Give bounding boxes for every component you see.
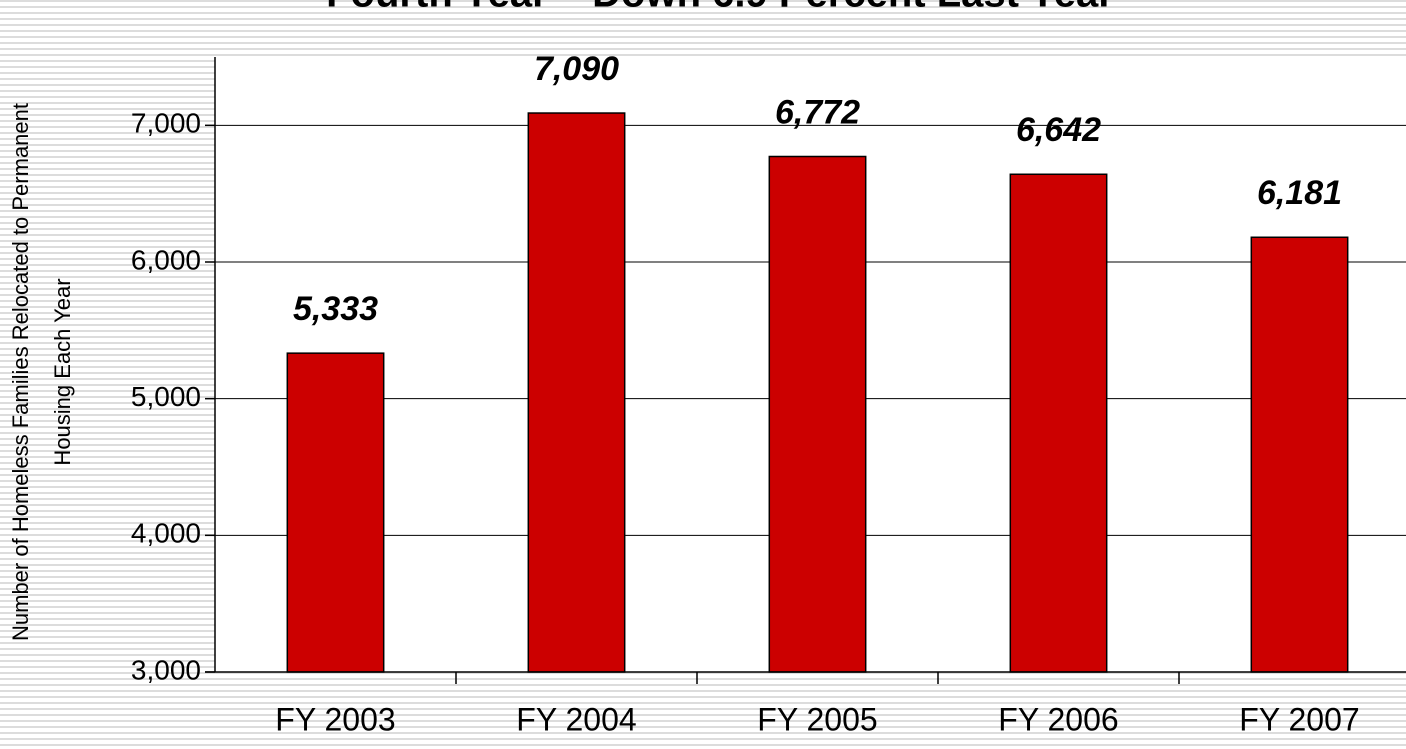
bar (768, 155, 867, 673)
y-tick-label: 3,000 (131, 654, 201, 685)
x-tick-label: FY 2003 (275, 701, 395, 737)
data-label: 6,772 (775, 93, 860, 131)
x-tick-label: FY 2006 (998, 701, 1118, 737)
y-tick-label: 4,000 (131, 518, 201, 549)
bar (1009, 173, 1108, 673)
x-tick-label: FY 2004 (516, 701, 636, 737)
bar (1250, 236, 1349, 673)
x-tick-label: FY 2005 (757, 701, 877, 737)
data-label: 6,642 (1016, 111, 1101, 149)
x-tick-label: FY 2007 (1239, 701, 1359, 737)
y-axis-label: Number of Homeless Families Relocated to… (8, 103, 33, 641)
chart-title: Fourth Year – Down 6.9 Percent Last Year (326, 0, 1114, 16)
bar (527, 112, 626, 673)
y-axis-label: Housing Each Year (50, 278, 75, 465)
y-tick-label: 5,000 (131, 381, 201, 412)
y-tick-label: 7,000 (131, 108, 201, 139)
bar (286, 352, 385, 673)
data-label: 7,090 (534, 50, 619, 88)
y-tick-label: 6,000 (131, 244, 201, 275)
data-label: 6,181 (1257, 174, 1342, 212)
data-label: 5,333 (293, 290, 378, 328)
